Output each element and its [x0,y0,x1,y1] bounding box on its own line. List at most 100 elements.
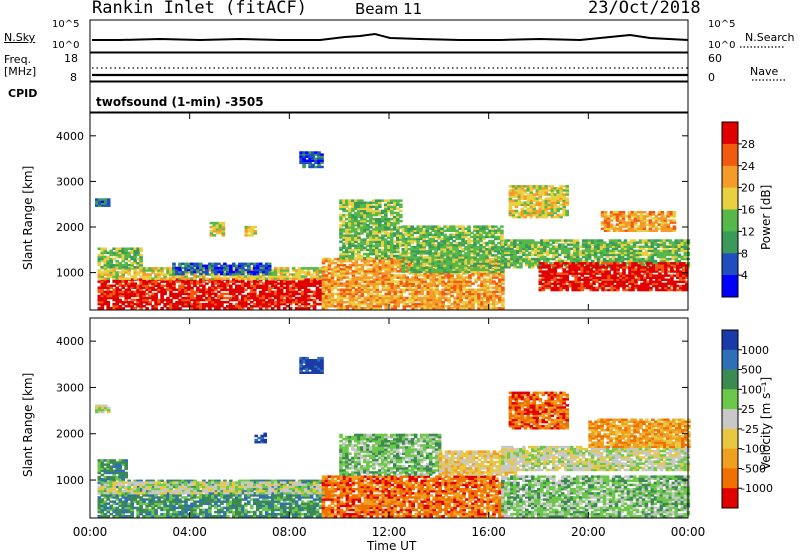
range-time-cell [247,298,251,302]
range-time-cell [473,250,477,253]
range-time-cell [229,264,233,268]
range-time-cell [312,269,317,272]
range-time-cell [492,282,496,285]
range-time-cell [297,298,302,302]
range-time-cell [354,205,358,209]
range-time-cell [106,305,110,308]
range-time-cell [410,225,414,228]
range-time-cell [303,296,308,300]
range-time-cell [193,280,197,283]
range-time-cell [253,296,257,300]
range-time-cell [351,278,356,281]
range-time-cell [226,270,230,274]
range-time-cell [456,272,460,275]
range-time-cell [217,268,221,272]
range-time-cell [471,300,475,304]
range-time-cell [372,280,377,283]
range-time-cell [318,275,323,278]
range-time-cell [471,298,475,302]
range-time-cell [255,262,260,266]
range-time-cell [598,282,602,286]
range-time-cell [405,296,409,300]
range-time-cell [241,275,245,278]
range-time-cell [381,230,385,233]
range-time-cell [449,248,453,251]
range-time-cell [489,257,493,261]
range-time-cell [414,294,418,298]
range-time-cell [363,252,367,256]
range-time-cell [586,276,590,279]
range-time-cell [300,267,305,270]
range-time-cell [372,236,376,239]
range-time-cell [258,292,263,296]
range-time-cell [522,241,526,244]
range-time-cell [312,298,317,302]
range-time-cell [339,284,344,287]
range-time-cell [321,294,326,298]
range-time-cell [363,302,368,306]
range-time-cell [315,302,320,306]
range-time-cell [583,272,587,275]
range-time-cell [668,249,673,253]
nave-tick-top: 60 [708,52,722,65]
range-time-cell [556,286,560,290]
range-time-cell [641,257,646,261]
range-time-cell [399,236,403,239]
range-time-cell [130,257,134,261]
range-time-cell [411,282,415,285]
range-time-cell [595,268,599,271]
range-time-cell [282,271,287,274]
range-time-cell [136,292,140,296]
range-time-cell [214,300,218,304]
range-time-cell [366,226,370,229]
range-time-cell [372,250,376,254]
range-time-cell [184,277,188,280]
range-time-cell [497,252,501,255]
range-time-cell [408,298,412,302]
range-time-cell [381,248,385,252]
range-time-cell [428,256,432,259]
range-time-cell [100,282,105,285]
range-time-cell [589,268,593,271]
range-time-cell [449,229,453,232]
range-time-cell [103,292,108,296]
range-time-cell [255,286,260,289]
range-time-cell [601,280,605,284]
range-time-cell [494,248,498,251]
range-time-cell [124,253,128,257]
range-time-cell [360,246,364,250]
range-time-cell [253,270,257,274]
range-time-cell [396,238,400,241]
range-time-cell [390,276,395,279]
range-time-cell [547,282,552,286]
range-time-cell [378,259,383,263]
range-time-cell [611,253,616,257]
range-time-cell [321,278,326,281]
range-time-cell [121,300,125,304]
range-time-cell [330,268,335,271]
range-time-cell [348,203,352,206]
range-time-cell [151,294,155,298]
range-time-cell [127,286,131,289]
range-time-cell [267,271,272,274]
range-time-cell [375,276,380,279]
range-time-cell [130,280,134,283]
range-time-cell [375,219,379,223]
range-time-cell [399,213,403,217]
range-time-cell [586,270,590,273]
range-time-cell [166,282,170,285]
range-time-cell [127,282,131,285]
range-time-cell [127,267,131,270]
range-time-cell [538,274,543,277]
range-time-cell [393,300,398,304]
range-time-cell [413,237,417,241]
range-time-cell [232,305,236,308]
range-time-cell [577,264,581,267]
range-time-cell [440,268,444,271]
range-time-cell [572,249,577,253]
range-time-cell [531,249,535,253]
range-time-cell [127,284,131,287]
range-time-cell [608,253,613,257]
range-time-cell [339,234,343,237]
range-time-cell [420,288,424,292]
